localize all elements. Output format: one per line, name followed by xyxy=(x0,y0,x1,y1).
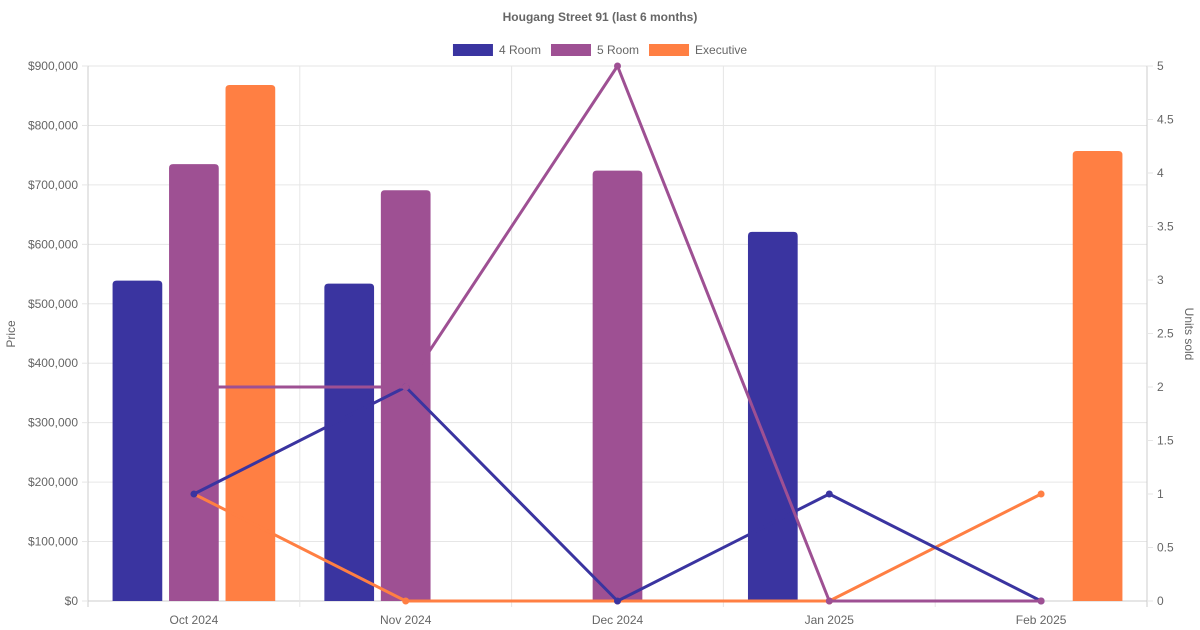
legend-swatch xyxy=(550,44,591,56)
left-tick-label: $0 xyxy=(65,594,79,608)
point-executive-nov-2024 xyxy=(402,597,410,605)
left-tick-label: $500,000 xyxy=(28,297,78,311)
legend-label: 5 Room xyxy=(597,43,639,57)
right-axis-title: Units sold xyxy=(1182,308,1196,361)
bar-4-room-nov-2024 xyxy=(324,283,375,601)
lines xyxy=(190,62,1045,605)
legend-label: Executive xyxy=(695,43,747,57)
left-tick-label: $400,000 xyxy=(28,356,78,370)
right-tick-label: 3.5 xyxy=(1157,220,1174,234)
bar-4-room-jan-2025 xyxy=(747,231,798,601)
point-5-room-feb-2025 xyxy=(1037,597,1045,605)
right-tick-label: 1.5 xyxy=(1157,434,1174,448)
legend-item-executive[interactable]: Executive xyxy=(649,43,747,57)
legend-label: 4 Room xyxy=(499,43,541,57)
legend-item-4-room[interactable]: 4 Room xyxy=(452,43,541,57)
x-tick-label: Feb 2025 xyxy=(1016,613,1067,627)
left-axis-title: Price xyxy=(4,320,18,348)
x-tick-label: Dec 2024 xyxy=(592,613,644,627)
bar-5-room-dec-2024 xyxy=(592,170,643,601)
right-tick-label: 0.5 xyxy=(1157,541,1174,555)
point-executive-feb-2025 xyxy=(1037,490,1045,498)
legend-swatch xyxy=(452,44,493,56)
legend-item-5-room[interactable]: 5 Room xyxy=(550,43,639,57)
bars xyxy=(112,85,1123,602)
left-tick-label: $200,000 xyxy=(28,475,78,489)
right-tick-label: 2 xyxy=(1157,380,1164,394)
left-tick-label: $100,000 xyxy=(28,535,78,549)
right-tick-label: 3 xyxy=(1157,273,1164,287)
left-tick-label: $300,000 xyxy=(28,416,78,430)
bar-5-room-oct-2024 xyxy=(169,164,219,602)
point-5-room-nov-2024 xyxy=(402,383,410,391)
point-5-room-jan-2025 xyxy=(825,597,833,605)
x-tick-label: Nov 2024 xyxy=(380,613,432,627)
left-tick-label: $600,000 xyxy=(28,237,78,251)
point-4-room-jan-2025 xyxy=(825,490,833,498)
point-5-room-dec-2024 xyxy=(614,62,621,70)
legend-swatch xyxy=(649,44,690,56)
x-tick-label: Oct 2024 xyxy=(170,613,219,627)
left-axis: $0 $100,000 $200,000 $300,000 $400,000 $500,0… xyxy=(28,59,88,608)
right-tick-label: 1 xyxy=(1157,487,1164,501)
left-tick-label: $700,000 xyxy=(28,178,78,192)
right-tick-label: 4.5 xyxy=(1157,113,1174,127)
left-tick-label: $900,000 xyxy=(28,59,78,73)
point-4-room-dec-2024 xyxy=(614,597,621,605)
chart-title: Hougang Street 91 (last 6 months) xyxy=(503,10,698,24)
bar-executive-feb-2025 xyxy=(1072,151,1123,601)
point-4-room-oct-2024 xyxy=(190,490,198,498)
left-tick-label: $800,000 xyxy=(28,118,78,132)
legend: 4 Room 5 Room Executive xyxy=(452,43,747,57)
right-tick-label: 2.5 xyxy=(1157,327,1174,341)
point-5-room-oct-2024 xyxy=(190,383,198,391)
right-axis: 0 0.5 1 1.5 2 2.5 3 3.5 4 4.5 5 xyxy=(1147,59,1174,608)
bar-4-room-oct-2024 xyxy=(112,280,163,601)
right-tick-label: 4 xyxy=(1157,166,1164,180)
x-axis: Oct 2024 Nov 2024 Dec 2024 Jan 2025 Feb 2025 xyxy=(170,613,1067,627)
bar-5-room-nov-2024 xyxy=(380,190,431,601)
x-tick-label: Jan 2025 xyxy=(805,613,855,627)
right-tick-label: 0 xyxy=(1157,594,1164,608)
right-tick-label: 5 xyxy=(1157,59,1164,73)
